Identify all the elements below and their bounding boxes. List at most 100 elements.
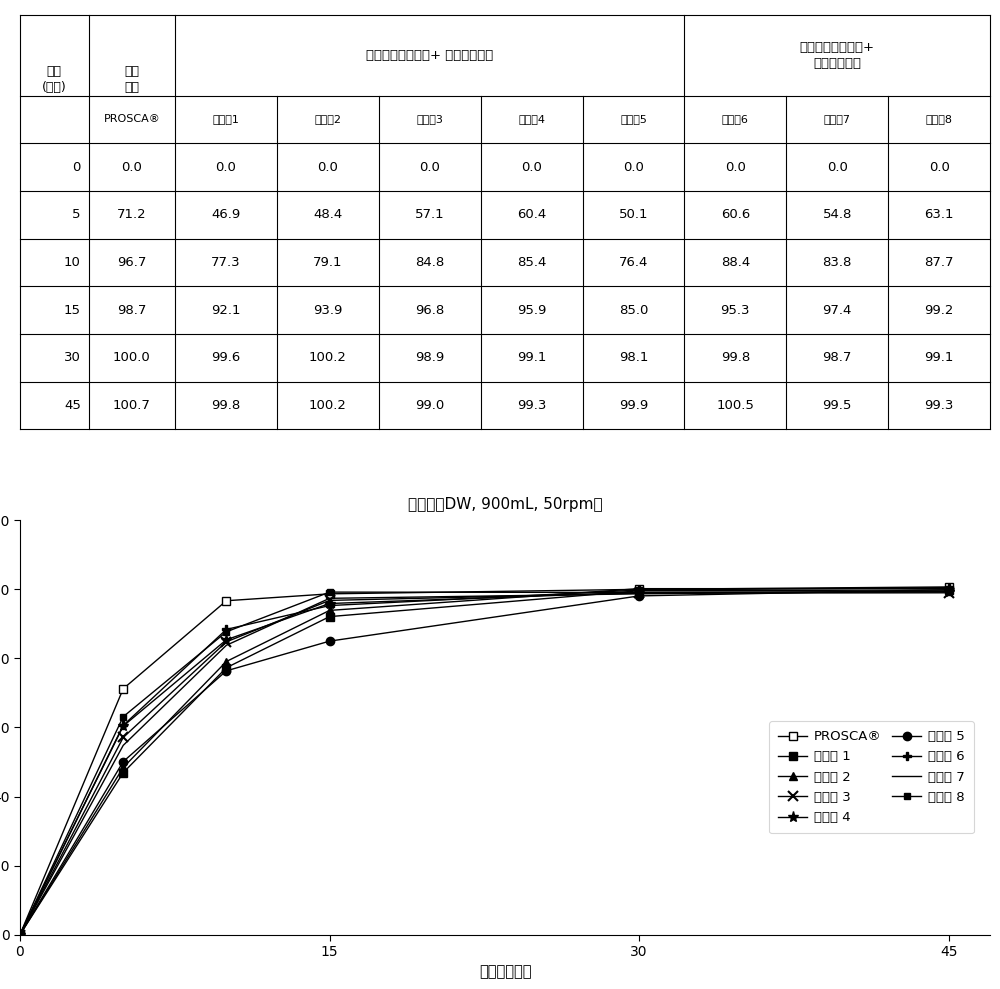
Text: 98.7: 98.7 (823, 351, 852, 364)
Text: 95.3: 95.3 (721, 304, 750, 316)
Line: 比较例 5: 比较例 5 (16, 585, 953, 939)
Line: 比较例 3: 比较例 3 (15, 587, 954, 940)
Text: 15: 15 (64, 304, 81, 316)
比较例 1 (117, 766, 129, 778)
Legend: PROSCA®, 比较例 1, 比较例 2, 比较例 3, 比较例 4, 比较例 5, 比较例 6, 比较例 7, 比较例 8: PROSCA®, 比较例 1, 比较例 2, 比较例 3, 比较例 4, 比较例… (769, 721, 974, 834)
比较例 1 (633, 584, 645, 596)
比较例 6 (117, 719, 129, 731)
比较例 3 (117, 732, 129, 744)
Text: 他达拉非（胶囊）+
非那雄胺包衣: 他达拉非（胶囊）+ 非那雄胺包衣 (800, 41, 875, 70)
比较例 3 (324, 594, 336, 606)
Text: 99.0: 99.0 (415, 399, 444, 411)
Text: 0.0: 0.0 (521, 160, 542, 174)
比较例 4 (14, 929, 26, 941)
Text: 30: 30 (64, 351, 81, 364)
Text: 100.5: 100.5 (716, 399, 754, 411)
PROSCA® (633, 584, 645, 595)
比较例 7 (220, 639, 232, 651)
比较例 6 (943, 582, 955, 593)
比较例 7 (14, 929, 26, 941)
比较例 4 (633, 586, 645, 598)
Text: 0: 0 (73, 160, 81, 174)
Text: 79.1: 79.1 (313, 256, 343, 269)
PROSCA® (117, 682, 129, 694)
Text: 88.4: 88.4 (721, 256, 750, 269)
Text: 99.8: 99.8 (211, 399, 241, 411)
比较例 4 (117, 720, 129, 732)
比较例 1 (14, 929, 26, 941)
Text: 0.0: 0.0 (419, 160, 440, 174)
Line: 比较例 4: 比较例 4 (14, 586, 954, 941)
Text: 0.0: 0.0 (216, 160, 236, 174)
Text: 57.1: 57.1 (415, 209, 445, 222)
Text: 54.8: 54.8 (823, 209, 852, 222)
Text: 99.9: 99.9 (619, 399, 648, 411)
比较例 7 (943, 585, 955, 597)
Text: 99.1: 99.1 (924, 351, 954, 364)
Text: 0.0: 0.0 (929, 160, 950, 174)
比较例 6 (633, 584, 645, 596)
Text: 比较例4: 比较例4 (518, 115, 545, 125)
比较例 3 (220, 636, 232, 648)
Text: 97.4: 97.4 (823, 304, 852, 316)
Title: 比较例（DW, 900mL, 50rpm）: 比较例（DW, 900mL, 50rpm） (408, 497, 602, 512)
PROSCA® (324, 587, 336, 599)
Text: 比较例2: 比较例2 (314, 115, 341, 125)
Text: 参比
制剂: 参比 制剂 (124, 64, 139, 94)
Text: 比较例1: 比较例1 (213, 115, 239, 125)
Text: 100.2: 100.2 (309, 399, 347, 411)
Text: 60.4: 60.4 (517, 209, 546, 222)
比较例 6 (324, 599, 336, 611)
Text: 50.1: 50.1 (619, 209, 648, 222)
Line: 比较例 1: 比较例 1 (16, 585, 953, 939)
PROSCA® (943, 581, 955, 592)
比较例 5 (220, 665, 232, 676)
PROSCA® (14, 929, 26, 941)
Text: 46.9: 46.9 (211, 209, 241, 222)
比较例 2 (220, 656, 232, 668)
比较例 4 (943, 585, 955, 597)
比较例 7 (633, 587, 645, 599)
比较例 8 (220, 626, 232, 638)
Text: 100.0: 100.0 (113, 351, 151, 364)
Line: PROSCA®: PROSCA® (16, 583, 953, 939)
比较例 8 (633, 586, 645, 598)
比较例 6 (14, 929, 26, 941)
比较例 5 (117, 756, 129, 767)
比较例 5 (14, 929, 26, 941)
比较例 2 (943, 583, 955, 594)
比较例 5 (943, 584, 955, 595)
Text: 71.2: 71.2 (117, 209, 147, 222)
Text: 60.6: 60.6 (721, 209, 750, 222)
Text: 96.7: 96.7 (117, 256, 147, 269)
比较例 1 (943, 584, 955, 596)
Text: 99.5: 99.5 (823, 399, 852, 411)
Text: 比较例8: 比较例8 (926, 115, 953, 125)
比较例 1 (220, 662, 232, 674)
Text: 100.7: 100.7 (113, 399, 151, 411)
比较例 4 (324, 597, 336, 609)
Text: 93.9: 93.9 (313, 304, 343, 316)
Text: 比较例7: 比较例7 (824, 115, 851, 125)
Text: 0.0: 0.0 (623, 160, 644, 174)
Text: 99.3: 99.3 (924, 399, 954, 411)
Text: 100.2: 100.2 (309, 351, 347, 364)
Text: 63.1: 63.1 (924, 209, 954, 222)
Text: 98.1: 98.1 (619, 351, 648, 364)
比较例 2 (117, 762, 129, 773)
Text: 84.8: 84.8 (415, 256, 444, 269)
比较例 2 (324, 604, 336, 616)
比较例 8 (117, 711, 129, 723)
比较例 2 (633, 583, 645, 594)
比较例 2 (14, 929, 26, 941)
比较例 8 (943, 585, 955, 597)
Text: 83.8: 83.8 (823, 256, 852, 269)
Text: 45: 45 (64, 399, 81, 411)
Line: 比较例 8: 比较例 8 (17, 589, 952, 938)
Text: 87.7: 87.7 (924, 256, 954, 269)
Text: 他达拉非（片剂）+ 非那雄胺包衣: 他达拉非（片剂）+ 非那雄胺包衣 (366, 48, 493, 61)
比较例 8 (324, 586, 336, 598)
Line: 比较例 2: 比较例 2 (16, 584, 953, 939)
比较例 5 (633, 590, 645, 602)
Text: 0.0: 0.0 (121, 160, 142, 174)
